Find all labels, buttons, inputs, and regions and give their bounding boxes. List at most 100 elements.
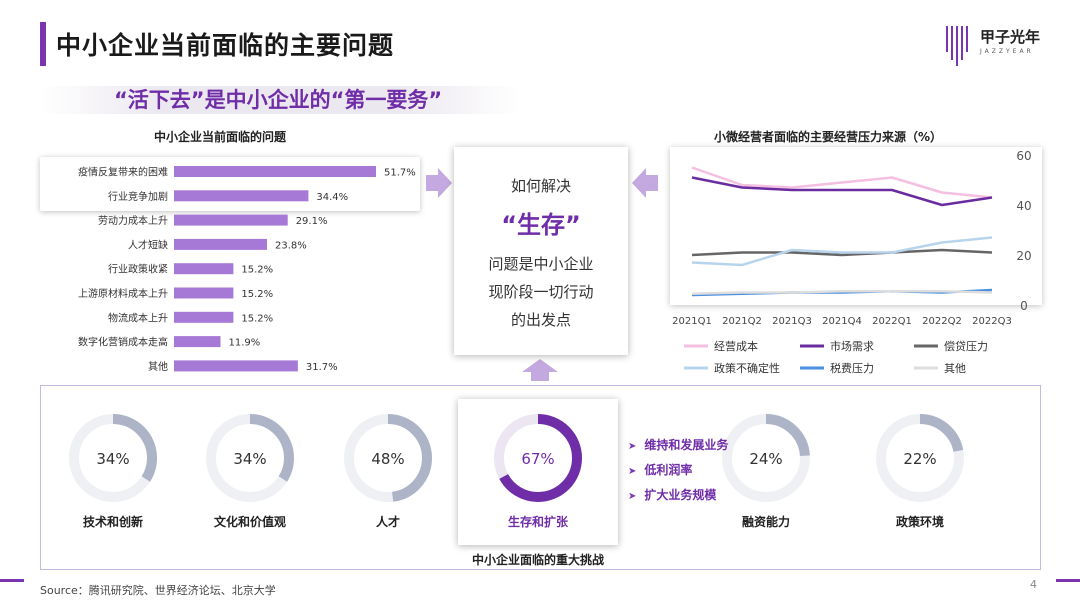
- series-line: [691, 166, 993, 199]
- challenge-bullets: ➤ 维持和发展业务 ➤ 低利润率 ➤ 扩大业务规模: [628, 436, 728, 511]
- legend-label: 经营成本: [714, 339, 758, 353]
- legend-label: 市场需求: [830, 339, 874, 353]
- challenge-donuts: 34% 技术和创新 34% 文化和价值观 48% 人才 67% 生存和扩张 24% 融资能力 22%…: [69, 414, 964, 529]
- bar-category-label: 数字化营销成本走高: [78, 336, 168, 349]
- bullet-arrow-icon: ➤: [628, 491, 637, 502]
- bar-value-label: 51.7%: [384, 168, 416, 179]
- page-title: 中小企业当前面临的主要问题: [56, 31, 395, 60]
- center-line-2: 问题是中小企业: [488, 255, 594, 273]
- bar-category-label: 行业政策收紧: [108, 263, 168, 276]
- bar-value-label: 15.2%: [241, 289, 273, 300]
- donut-value: 34%: [233, 450, 266, 468]
- bar: [174, 287, 234, 299]
- source-text: Source：腾讯研究院、世界经济论坛、北京大学: [40, 584, 276, 597]
- donut-arc: [876, 414, 964, 502]
- bar-value-label: 15.2%: [241, 313, 273, 324]
- bar: [174, 166, 376, 177]
- series-line: [691, 290, 993, 295]
- y-tick-label: 20: [1016, 249, 1031, 263]
- bar-value-label: 29.1%: [296, 216, 328, 227]
- series-line: [691, 176, 993, 207]
- bar: [174, 336, 221, 348]
- right-arrow-icon: [426, 168, 452, 198]
- left-arrow-icon: [632, 168, 658, 198]
- bar-category-label: 疫情反复带来的困难: [78, 166, 168, 179]
- right-chart-title: 小微经营者面临的主要经营压力来源（%）: [714, 130, 943, 144]
- bar: [174, 238, 267, 250]
- bar-value-label: 11.9%: [228, 338, 260, 349]
- donut-label: 人才: [376, 514, 400, 529]
- x-tick-label: 2021Q3: [772, 316, 812, 327]
- challenges-frame: [40, 385, 1041, 570]
- legend-label: 政策不确定性: [714, 361, 780, 375]
- bar: [174, 311, 234, 323]
- bar-value-label: 34.4%: [316, 192, 348, 203]
- legend-label: 税费压力: [830, 361, 874, 375]
- donut-1: 34% 文化和价值观: [206, 414, 294, 529]
- center-line-3: 现阶段一切行动: [488, 283, 594, 301]
- center-line-1: 如何解决: [510, 177, 571, 195]
- donut-value: 24%: [749, 450, 782, 468]
- y-tick-label: 40: [1016, 199, 1031, 213]
- x-tick-label: 2022Q2: [922, 316, 962, 327]
- bar: [174, 360, 298, 372]
- donut-0: 34% 技术和创新: [69, 414, 157, 529]
- legend-label: 其他: [944, 362, 966, 375]
- bar-category-label: 物流成本上升: [108, 311, 168, 324]
- footer-line-left: [0, 579, 24, 582]
- left-chart-title: 中小企业当前面临的问题: [154, 130, 287, 144]
- donut-arc: [344, 414, 432, 502]
- donut-value: 22%: [903, 450, 936, 468]
- up-arrow-icon: [522, 359, 558, 381]
- bullet-item: ➤ 扩大业务规模: [628, 488, 717, 502]
- bar-category-label: 其他: [148, 360, 168, 373]
- donut-value: 48%: [371, 450, 404, 468]
- bar-category-label: 人才短缺: [128, 238, 168, 251]
- donut-label: 政策环境: [896, 514, 944, 529]
- donut-label: 生存和扩张: [508, 514, 569, 529]
- donut-value: 67%: [521, 450, 554, 468]
- bar-value-label: 23.8%: [275, 240, 307, 251]
- logo-subtext: JAZZYEAR: [980, 48, 1034, 55]
- center-message-box: 如何解决 “生存” 问题是中小企业 现阶段一切行动 的出发点: [454, 147, 628, 355]
- donut-arc: [69, 414, 157, 502]
- legend-label: 偿贷压力: [944, 339, 988, 353]
- page-number: 4: [1030, 578, 1037, 591]
- bar: [174, 214, 288, 226]
- bar: [174, 263, 234, 275]
- bar-value-label: 15.2%: [241, 265, 273, 276]
- bar-category-label: 劳动力成本上升: [98, 214, 168, 227]
- donut-3: 67% 生存和扩张: [494, 414, 582, 529]
- donut-5: 22% 政策环境: [876, 414, 964, 529]
- x-tick-label: 2022Q1: [872, 316, 912, 327]
- logo-icon: [946, 26, 968, 66]
- pressure-line-chart: 0 20 40 60 2021Q1 2021Q2 2021Q3 2021Q4 2022Q1 202…: [672, 149, 1031, 375]
- x-tick-label: 2021Q1: [672, 316, 712, 327]
- title-accent-bar: [40, 22, 46, 66]
- series-line: [691, 236, 993, 267]
- center-line-4: 的出发点: [510, 311, 571, 329]
- bar: [174, 190, 309, 202]
- y-tick-label: 0: [1020, 299, 1028, 313]
- bullet-item: ➤ 低利润率: [628, 463, 693, 477]
- x-tick-label: 2021Q4: [822, 316, 862, 327]
- donut-label: 技术和创新: [83, 514, 143, 529]
- problems-bar-chart: 疫情反复带来的困难 51.7% 行业竞争加剧 34.4% 劳动力成本上升 29.1% 人才短…: [78, 166, 416, 373]
- bar-category-label: 上游原材料成本上升: [78, 287, 168, 300]
- footer-line-right: [1056, 579, 1080, 582]
- x-tick-label: 2021Q2: [722, 316, 762, 327]
- donut-arc: [722, 414, 810, 502]
- donut-2: 48% 人才: [344, 414, 432, 529]
- challenges-caption: 中小企业面临的重大挑战: [468, 551, 609, 568]
- series-line: [691, 248, 993, 257]
- bar-value-label: 31.7%: [306, 362, 338, 373]
- subtitle-band: [40, 86, 520, 114]
- center-highlight: “生存”: [501, 211, 581, 239]
- donut-arc: [494, 414, 582, 502]
- donut-4: 24% 融资能力: [722, 414, 810, 529]
- bullet-item: ➤ 维持和发展业务: [628, 438, 729, 452]
- bullet-arrow-icon: ➤: [628, 441, 637, 452]
- logo-text: 甲子光年: [980, 28, 1041, 46]
- x-tick-label: 2022Q3: [972, 316, 1012, 327]
- donut-label: 文化和价值观: [214, 514, 286, 529]
